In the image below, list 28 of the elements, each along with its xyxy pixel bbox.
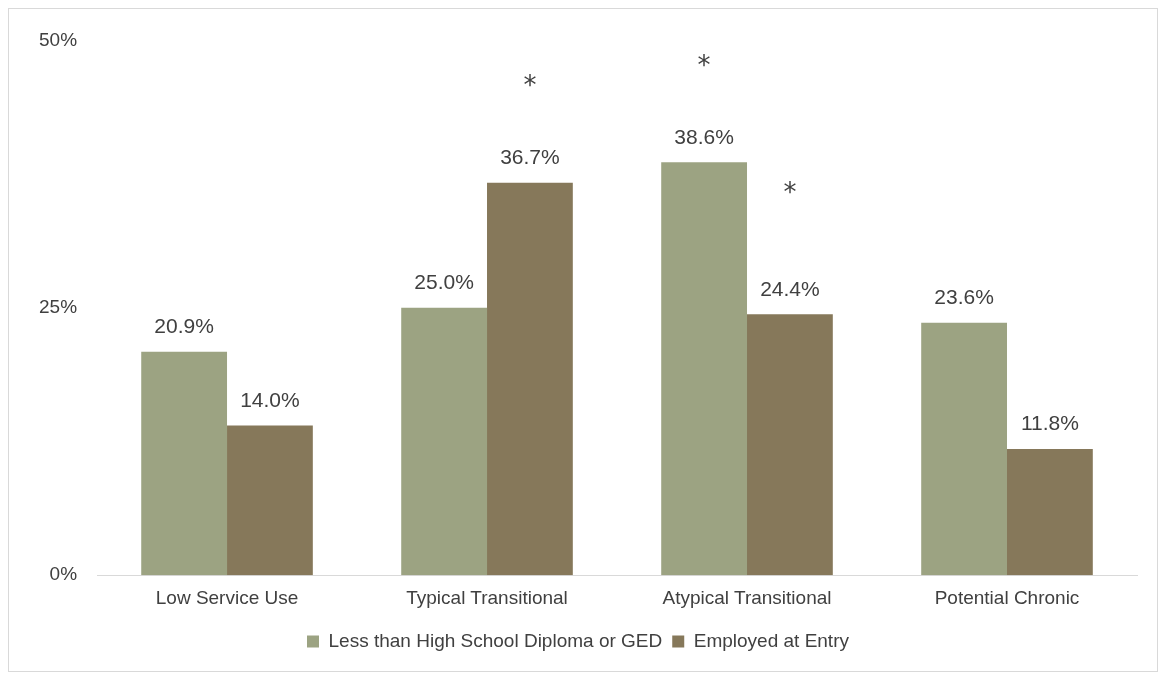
legend-label: Less than High School Diploma or GED bbox=[328, 629, 663, 651]
x-tick-label: Typical Transitional bbox=[406, 586, 568, 608]
x-tick-label: Atypical Transitional bbox=[662, 586, 832, 608]
annotation: * bbox=[523, 70, 537, 101]
data-label: 36.7% bbox=[500, 144, 560, 168]
bar bbox=[1007, 448, 1093, 576]
bar bbox=[747, 314, 833, 576]
data-label: 38.6% bbox=[674, 124, 734, 148]
bar bbox=[141, 351, 228, 576]
annotation: * bbox=[697, 50, 711, 81]
data-label: 11.8% bbox=[1020, 411, 1079, 435]
bar bbox=[661, 162, 748, 576]
data-label: 24.4% bbox=[760, 276, 820, 300]
data-label: 20.9% bbox=[154, 313, 214, 337]
bar bbox=[487, 182, 573, 576]
data-label: 23.6% bbox=[934, 285, 994, 309]
bar bbox=[227, 425, 313, 576]
bar bbox=[921, 322, 1007, 576]
annotation: * bbox=[783, 176, 797, 207]
data-label: 14.0% bbox=[240, 387, 300, 411]
y-tick-label: 0% bbox=[49, 563, 78, 585]
x-tick-label: Low Service Use bbox=[155, 586, 299, 608]
legend-label: Employed at Entry bbox=[693, 629, 850, 651]
data-label: 25.0% bbox=[414, 270, 474, 294]
x-tick-label: Potential Chronic bbox=[934, 586, 1080, 608]
bar bbox=[401, 307, 488, 576]
y-tick-label: 50% bbox=[39, 28, 78, 50]
y-tick-label: 25% bbox=[39, 296, 78, 318]
